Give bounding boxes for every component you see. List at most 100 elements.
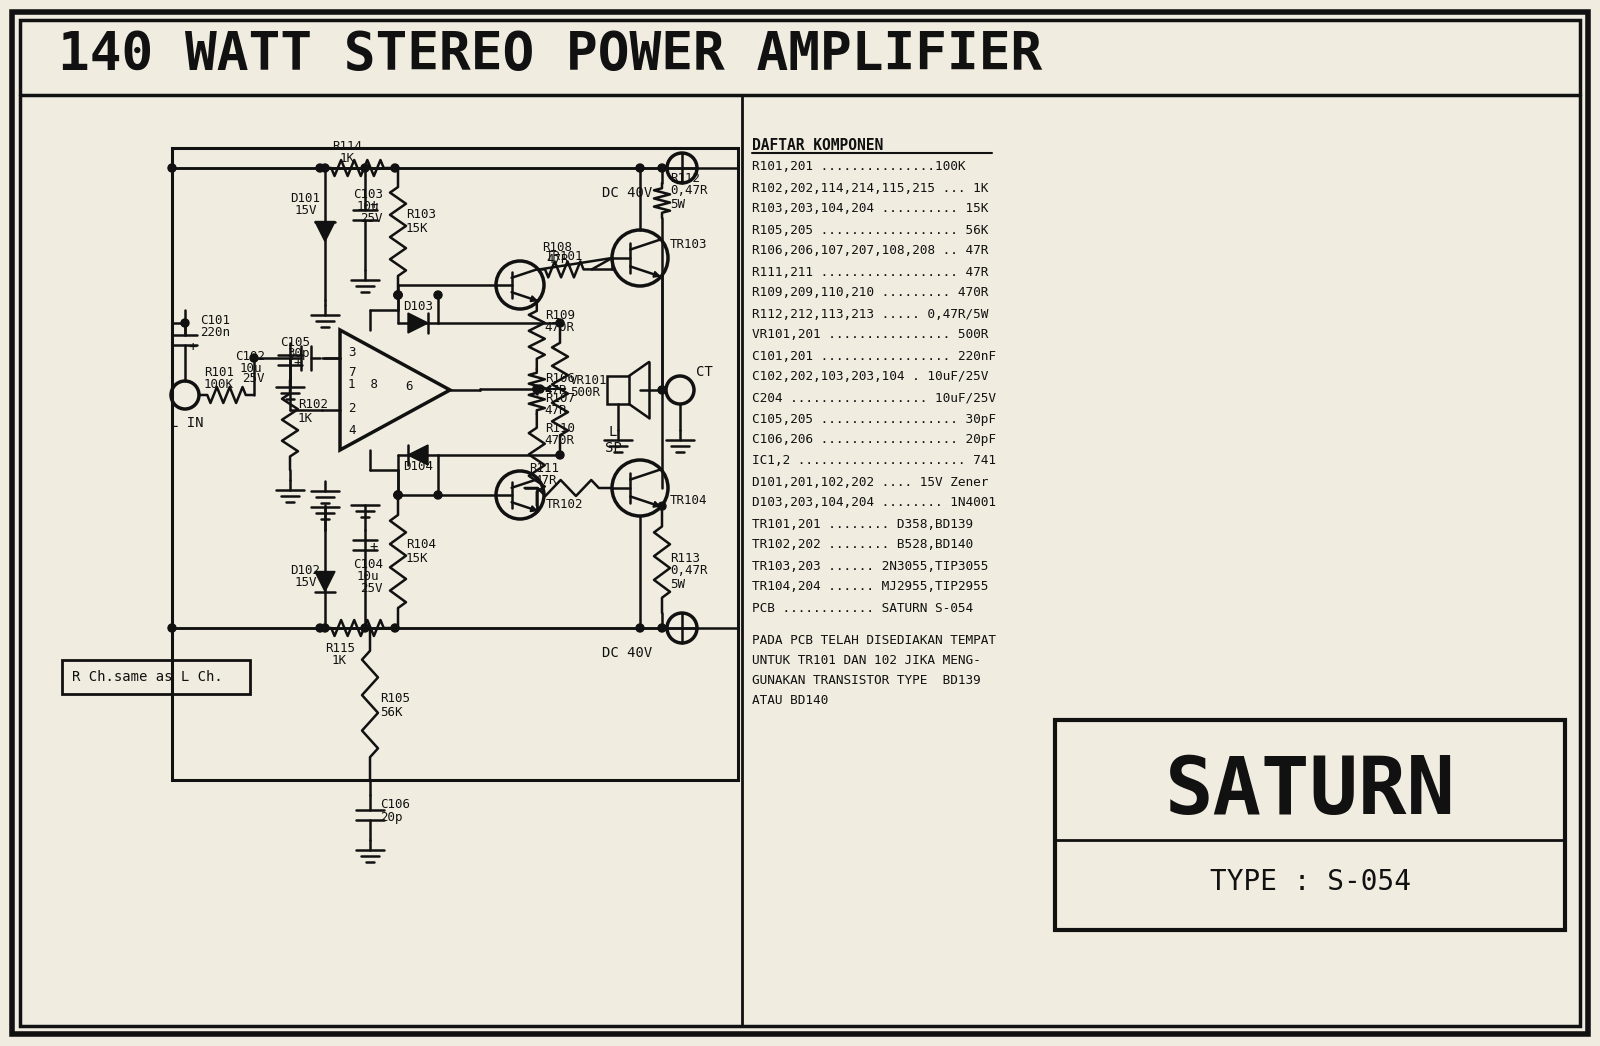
Text: R114: R114	[333, 139, 362, 153]
Polygon shape	[530, 506, 536, 511]
Text: R113: R113	[670, 551, 701, 565]
Circle shape	[394, 491, 402, 499]
Text: PADA PCB TELAH DISEDIAKAN TEMPAT: PADA PCB TELAH DISEDIAKAN TEMPAT	[752, 635, 995, 647]
Text: +: +	[189, 340, 197, 354]
Circle shape	[557, 319, 563, 327]
Text: 470R: 470R	[544, 434, 574, 448]
Text: 100K: 100K	[205, 379, 234, 391]
Text: C103: C103	[354, 188, 382, 202]
Circle shape	[434, 291, 442, 299]
Bar	[62, 660, 250, 693]
Text: DC 40V: DC 40V	[602, 186, 653, 200]
Circle shape	[557, 451, 563, 459]
Text: D101: D101	[290, 191, 320, 205]
Circle shape	[362, 164, 370, 172]
Text: D103,203,104,204 ........ 1N4001: D103,203,104,204 ........ 1N4001	[752, 497, 995, 509]
Text: 15K: 15K	[406, 551, 429, 565]
Polygon shape	[315, 571, 334, 591]
Text: D104: D104	[403, 460, 434, 474]
Text: TR103,203 ...... 2N3055,TIP3055: TR103,203 ...... 2N3055,TIP3055	[752, 560, 989, 572]
Circle shape	[181, 319, 189, 327]
Text: 5W: 5W	[670, 198, 685, 210]
Text: R106: R106	[544, 372, 574, 386]
Circle shape	[317, 164, 323, 172]
Circle shape	[250, 354, 258, 362]
Circle shape	[322, 624, 330, 632]
Text: 220n: 220n	[200, 325, 230, 339]
Text: CT: CT	[696, 365, 712, 379]
Text: 7: 7	[349, 365, 355, 379]
Text: R112: R112	[670, 172, 701, 184]
Text: R102,202,114,214,115,215 ... 1K: R102,202,114,214,115,215 ... 1K	[752, 182, 989, 195]
Text: 15K: 15K	[406, 222, 429, 234]
Polygon shape	[653, 272, 659, 277]
Circle shape	[434, 491, 442, 499]
Text: R Ch.same as L Ch.: R Ch.same as L Ch.	[72, 670, 222, 684]
Text: 0,47R: 0,47R	[670, 184, 707, 198]
Text: L
SP: L SP	[605, 425, 621, 455]
Text: TR103: TR103	[670, 237, 707, 250]
Polygon shape	[315, 222, 334, 242]
Text: 47R: 47R	[534, 474, 557, 486]
Polygon shape	[408, 445, 429, 465]
Text: VR101,201 ................ 500R: VR101,201 ................ 500R	[752, 328, 989, 341]
Circle shape	[394, 491, 402, 499]
Text: 500R: 500R	[570, 387, 600, 400]
Bar	[1054, 720, 1565, 930]
Bar	[606, 376, 629, 404]
Circle shape	[533, 385, 541, 393]
Text: R103,203,104,204 .......... 15K: R103,203,104,204 .......... 15K	[752, 203, 989, 215]
Text: C102,202,103,203,104 . 10uF/25V: C102,202,103,203,104 . 10uF/25V	[752, 370, 989, 384]
Text: R101: R101	[205, 366, 234, 380]
Circle shape	[168, 164, 176, 172]
Text: R109: R109	[544, 310, 574, 322]
Text: UNTUK TR101 DAN 102 JIKA MENG-: UNTUK TR101 DAN 102 JIKA MENG-	[752, 655, 981, 667]
Text: D101,201,102,202 .... 15V Zener: D101,201,102,202 .... 15V Zener	[752, 476, 989, 488]
Circle shape	[394, 291, 402, 299]
Text: 0,47R: 0,47R	[670, 565, 707, 577]
Text: 15V: 15V	[294, 576, 317, 590]
Text: C106: C106	[381, 798, 410, 812]
Text: R103: R103	[406, 208, 435, 222]
Text: TR101,201 ........ D358,BD139: TR101,201 ........ D358,BD139	[752, 518, 973, 530]
Text: 1K: 1K	[339, 152, 355, 164]
Text: R104: R104	[406, 539, 435, 551]
Text: 47R: 47R	[544, 385, 568, 397]
Text: C105: C105	[280, 336, 310, 348]
Text: +: +	[370, 540, 378, 554]
Circle shape	[394, 291, 402, 299]
Circle shape	[658, 164, 666, 172]
Circle shape	[390, 624, 398, 632]
Text: IC1,2 ...................... 741: IC1,2 ...................... 741	[752, 455, 995, 468]
Text: 15V: 15V	[294, 205, 317, 218]
Circle shape	[362, 624, 370, 632]
Text: TR101: TR101	[546, 250, 584, 264]
Text: C106,206 .................. 20pF: C106,206 .................. 20pF	[752, 433, 995, 447]
Text: TYPE : S-054: TYPE : S-054	[1210, 868, 1411, 896]
Polygon shape	[408, 313, 429, 333]
Text: R105: R105	[381, 692, 410, 705]
Circle shape	[390, 164, 398, 172]
Circle shape	[658, 386, 666, 394]
Text: R102: R102	[298, 399, 328, 411]
Text: VR101: VR101	[570, 374, 608, 387]
Text: R111,211 .................. 47R: R111,211 .................. 47R	[752, 266, 989, 278]
Text: 4: 4	[349, 424, 355, 436]
Text: L IN: L IN	[170, 416, 203, 430]
Polygon shape	[530, 296, 536, 301]
Circle shape	[536, 385, 544, 393]
Text: C102: C102	[235, 350, 266, 364]
Text: TR104: TR104	[670, 494, 707, 506]
Text: GUNAKAN TRANSISTOR TYPE  BD139: GUNAKAN TRANSISTOR TYPE BD139	[752, 675, 981, 687]
Text: R108: R108	[542, 241, 571, 254]
Text: ATAU BD140: ATAU BD140	[752, 695, 829, 707]
Text: DAFTAR KOMPONEN: DAFTAR KOMPONEN	[752, 137, 883, 153]
Text: 56K: 56K	[381, 705, 403, 719]
Text: R110: R110	[544, 423, 574, 435]
Text: 47R: 47R	[547, 253, 570, 266]
Text: 47R: 47R	[544, 405, 568, 417]
Circle shape	[658, 624, 666, 632]
Text: 1K: 1K	[298, 411, 314, 425]
Text: R106,206,107,207,108,208 .. 47R: R106,206,107,207,108,208 .. 47R	[752, 245, 989, 257]
Circle shape	[317, 624, 323, 632]
